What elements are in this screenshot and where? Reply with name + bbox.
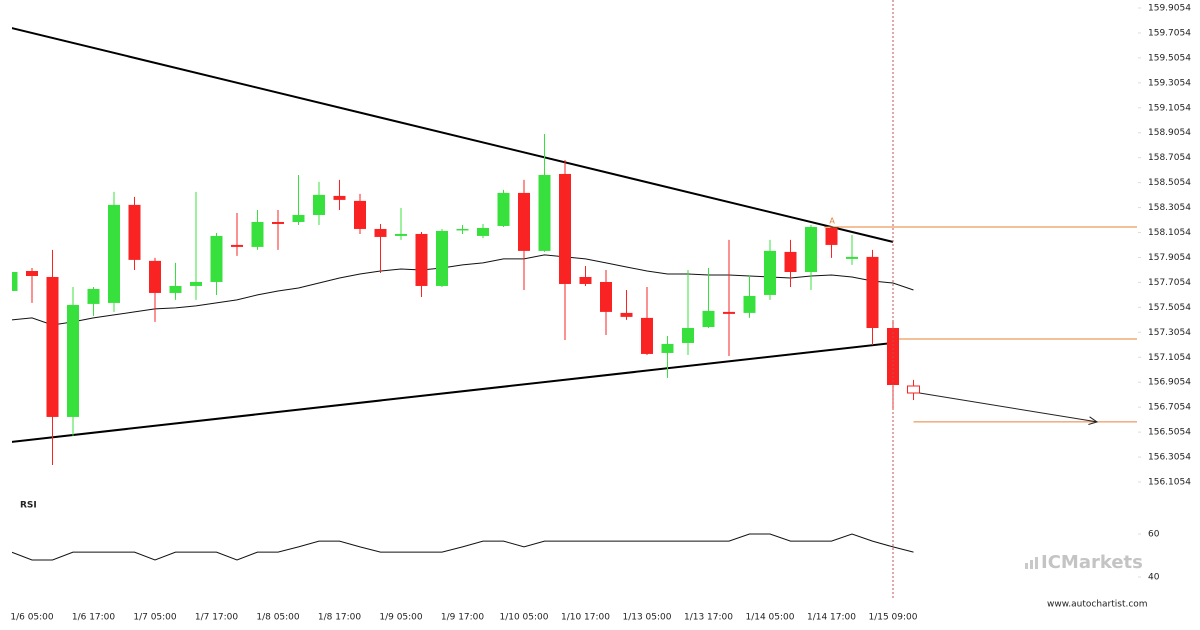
rsi-tick-label: 60 [1148,530,1160,540]
candle-body [846,256,858,259]
y-tick-label: 159.5054 [1148,53,1191,63]
candle-body [436,230,448,286]
candle-body [743,295,756,313]
candle-body [497,192,510,226]
candle-body [128,204,141,260]
candle-body [456,228,469,231]
y-tick-label: 158.1054 [1148,228,1191,238]
candle-body [518,192,530,251]
y-tick-label: 158.5054 [1148,178,1191,188]
candle-body [333,195,346,200]
candle-body [682,327,694,343]
candle-body [26,270,38,276]
candle-body [149,260,161,293]
candle-body [108,204,120,303]
y-tick-label: 158.7054 [1148,153,1191,163]
candle-body [210,235,223,282]
y-tick-label: 159.3054 [1148,78,1191,88]
y-tick-label: 156.3054 [1148,453,1191,463]
arrow-head [1088,416,1099,425]
x-tick-label: 1/13 05:00 [622,613,671,623]
x-tick-label: 1/7 17:00 [195,613,239,623]
y-tick-label: 159.1054 [1148,103,1191,113]
pattern-label: A [829,216,835,225]
x-tick-label: 1/8 17:00 [318,613,362,623]
candle-body [661,343,674,353]
candle-body [702,310,715,328]
x-tick-label: 1/6 17:00 [72,613,116,623]
candle-body [538,174,551,251]
candle-body [251,221,264,247]
candle-body [579,276,592,284]
candle-body [784,251,797,272]
candle-body [907,385,920,394]
x-tick-label: 1/13 17:00 [684,613,733,623]
plot-area: A [12,27,1137,561]
x-tick-label: 1/14 05:00 [745,613,794,623]
candle-body [600,281,612,312]
x-tick-label: 1/9 17:00 [441,613,485,623]
y-tick-label: 159.7054 [1148,28,1191,38]
y-tick-label: 158.3054 [1148,203,1191,213]
x-tick-label: 1/7 05:00 [133,613,177,623]
source: www.autochartist.com [1047,600,1148,610]
y-tick-label: 158.9054 [1148,128,1191,138]
candle-body [292,214,305,222]
candle-body [354,200,366,229]
candle-body [46,276,59,417]
y-tick-label: 156.5054 [1148,428,1191,438]
candle-body [825,227,838,245]
y-tick-label: 157.9054 [1148,253,1191,263]
brand-icon [1025,557,1038,569]
candle-body [723,311,735,314]
candle-body [169,285,182,293]
y-tick-label: 159.9054 [1148,4,1191,14]
x-tick-label: 1/10 17:00 [561,613,610,623]
y-tick-label: 156.7054 [1148,403,1191,413]
candle-body [12,271,18,291]
candle-body [87,288,100,304]
x-tick-label: 1/9 05:00 [379,613,423,623]
candle-body [374,228,387,237]
y-tick-label: 157.5054 [1148,303,1191,313]
candle-body [805,226,817,272]
candle-body [395,233,407,236]
y-tick-label: 157.3054 [1148,328,1191,338]
y-tick-label: 157.7054 [1148,278,1191,288]
x-tick-label: 1/8 05:00 [256,613,300,623]
brand: ICMarkets [1041,552,1143,573]
candle-body [190,281,202,286]
rsi-title: RSI [20,501,37,511]
rsi-tick-label: 40 [1148,573,1160,583]
rsi-line [12,533,914,561]
y-tick-label: 156.1054 [1148,478,1191,488]
candle-body [231,244,243,247]
trendline [12,341,894,443]
candle-body [559,173,571,284]
projection-arrow [919,392,1098,423]
candle-body [477,227,489,236]
candle-body [641,317,653,354]
candle-body [415,233,428,286]
moving-average [12,254,914,326]
candle-body [67,304,79,417]
candle-body [866,256,879,328]
candle-body [272,221,284,224]
candle-body [620,312,633,317]
trendline [12,27,894,243]
x-tick-label: 1/6 05:00 [10,613,54,623]
x-tick-label: 1/15 09:00 [868,613,917,623]
y-tick-label: 157.1054 [1148,353,1191,363]
y-tick-label: 156.9054 [1148,378,1191,388]
candle-body [764,250,776,295]
candle-body [313,194,325,215]
x-tick-label: 1/10 05:00 [499,613,548,623]
x-tick-label: 1/14 17:00 [807,613,856,623]
